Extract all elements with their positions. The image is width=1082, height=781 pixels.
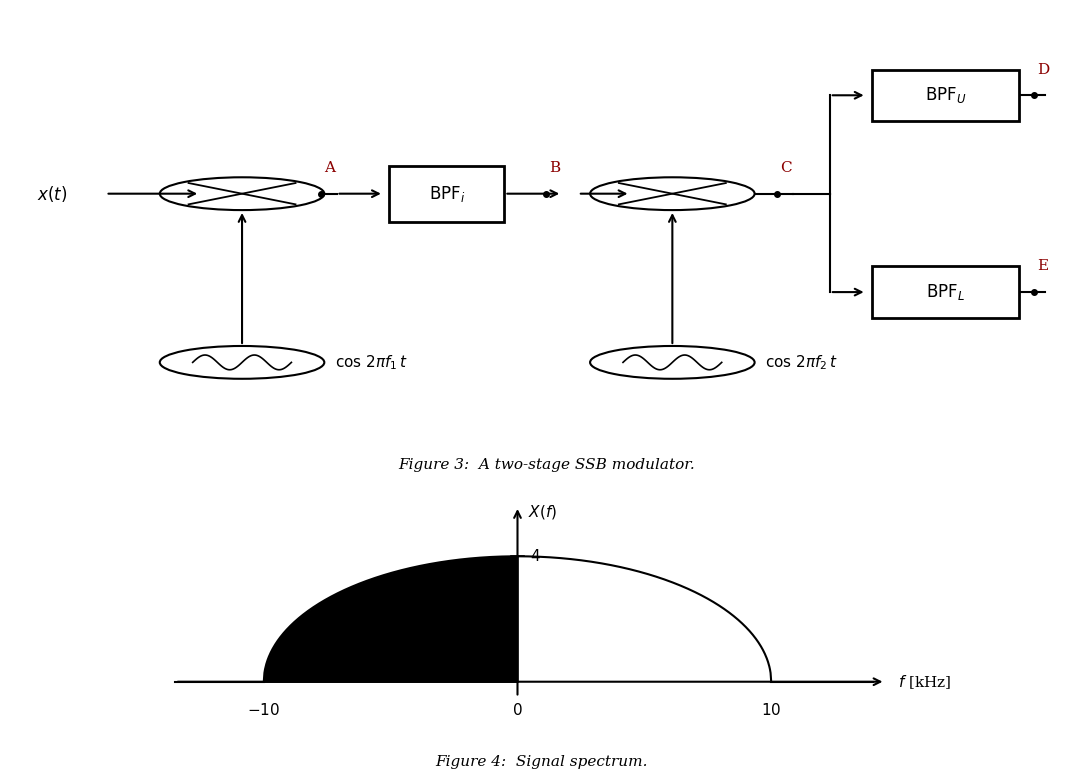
Text: $\cos\,2\pi f_2\,t$: $\cos\,2\pi f_2\,t$ bbox=[765, 353, 839, 372]
Text: $-10$: $-10$ bbox=[247, 702, 280, 718]
Text: B: B bbox=[550, 161, 560, 175]
Text: $0$: $0$ bbox=[512, 702, 523, 718]
Text: D: D bbox=[1038, 62, 1050, 77]
Bar bbox=[390, 166, 504, 222]
Text: $10$: $10$ bbox=[761, 702, 781, 718]
Text: $\cos\,2\pi f_1\,t$: $\cos\,2\pi f_1\,t$ bbox=[334, 353, 408, 372]
Text: Figure 3:  A two-stage SSB modulator.: Figure 3: A two-stage SSB modulator. bbox=[398, 458, 695, 473]
Text: $x(t)$: $x(t)$ bbox=[38, 184, 68, 204]
Text: $f$ [kHz]: $f$ [kHz] bbox=[898, 673, 951, 690]
Text: $\mathrm{BPF}_U$: $\mathrm{BPF}_U$ bbox=[924, 85, 966, 105]
Text: $\mathrm{BPF}_L$: $\mathrm{BPF}_L$ bbox=[926, 282, 965, 302]
Text: $X(f)$: $X(f)$ bbox=[528, 503, 556, 521]
Bar bbox=[872, 70, 1019, 121]
Text: $\mathrm{BPF}_i$: $\mathrm{BPF}_i$ bbox=[428, 184, 465, 204]
Text: A: A bbox=[324, 161, 335, 175]
Text: E: E bbox=[1038, 259, 1048, 273]
Text: $4$: $4$ bbox=[530, 548, 541, 565]
Bar bbox=[872, 266, 1019, 318]
Text: C: C bbox=[780, 161, 792, 175]
Text: Figure 4:  Signal spectrum.: Figure 4: Signal spectrum. bbox=[435, 755, 647, 769]
